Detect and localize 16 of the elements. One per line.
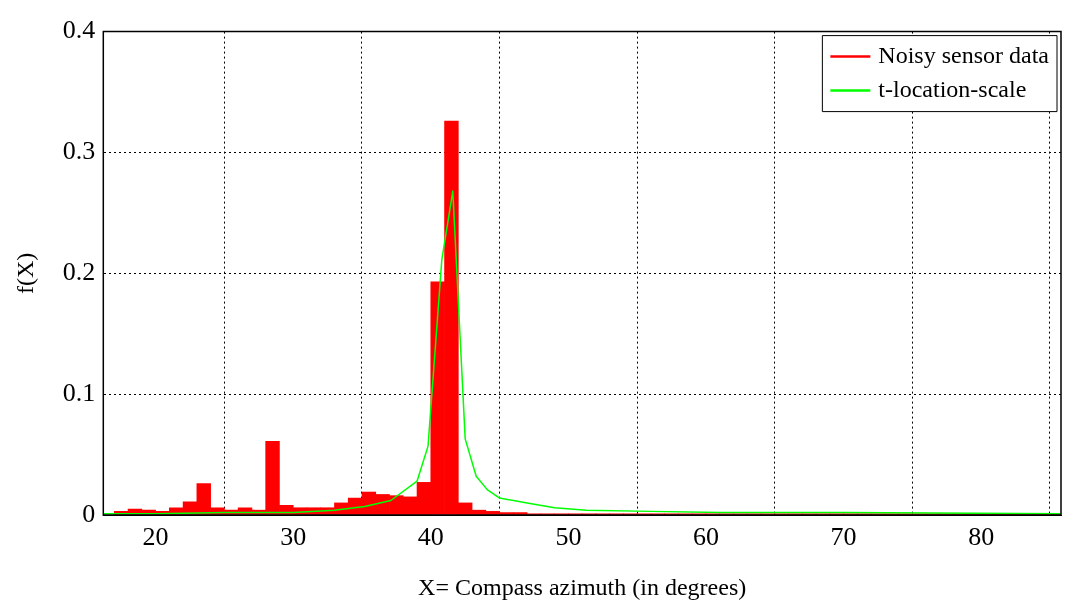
legend-label: Noisy sensor data <box>878 41 1050 68</box>
y-axis-title: f(X) <box>11 252 38 294</box>
x-tick-label: 50 <box>555 522 582 552</box>
legend-label: t-location-scale <box>878 75 1027 102</box>
x-tick-label: 20 <box>142 522 169 552</box>
y-tick-label: 0.3 <box>62 136 96 166</box>
y-tick-label: 0.4 <box>62 15 96 45</box>
y-tick-label: 0.1 <box>62 377 96 407</box>
y-tick-label: 0 <box>82 498 96 528</box>
x-tick-label: 80 <box>968 522 995 552</box>
x-tick-label: 30 <box>280 522 307 552</box>
y-tick-label: 0.2 <box>62 257 96 287</box>
x-tick-label: 70 <box>830 522 857 552</box>
x-tick-label: 40 <box>417 522 444 552</box>
x-tick-label: 60 <box>692 522 719 552</box>
x-axis-title: X= Compass azimuth (in degrees) <box>418 573 747 600</box>
